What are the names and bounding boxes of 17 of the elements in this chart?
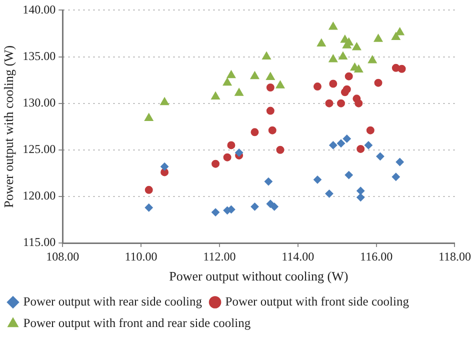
x-tick-label: 112.00 (203, 249, 236, 264)
legend-label: Power output with front and rear side cooling (23, 316, 252, 330)
legend-label: Power output with rear side cooling (23, 294, 203, 309)
legend-label: Power output with front side cooling (225, 294, 410, 309)
x-tick-label: 108.00 (46, 249, 80, 264)
y-tick-label: 115.00 (23, 235, 56, 250)
x-axis-title: Power output without cooling (W) (169, 268, 348, 284)
y-tick-label: 120.00 (22, 188, 56, 203)
x-tick-label: 110.00 (124, 249, 158, 264)
y-tick-label: 135.00 (22, 48, 56, 63)
x-tick-label: 116.00 (360, 249, 393, 264)
y-tick-label: 130.00 (22, 95, 56, 110)
y-tick-label: 125.00 (22, 142, 56, 156)
x-tick-label: 118.00 (438, 249, 472, 264)
x-tick-label: 114.00 (282, 249, 314, 264)
y-tick-label: 140.00 (22, 2, 56, 16)
y-axis-title: Power output with cooling (W) (1, 45, 16, 208)
